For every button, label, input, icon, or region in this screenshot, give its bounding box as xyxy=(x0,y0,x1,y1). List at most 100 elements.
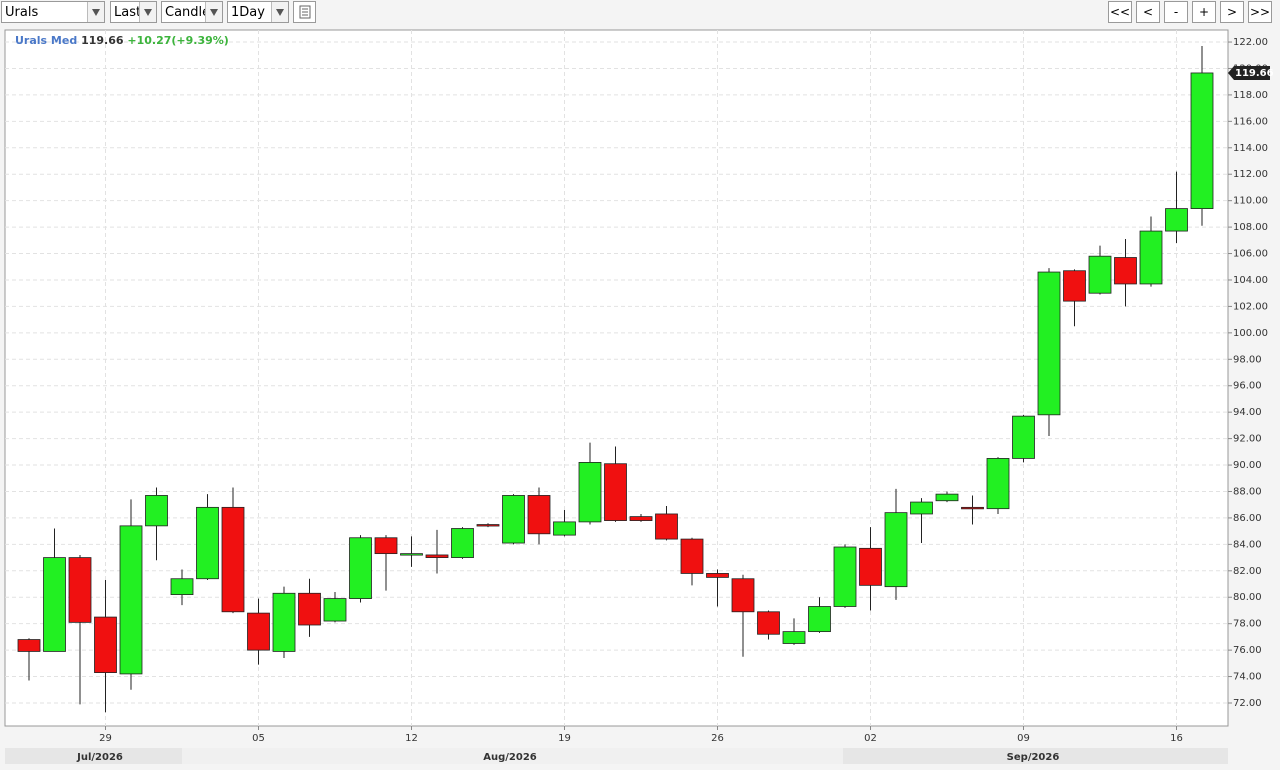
candle-body xyxy=(170,578,194,595)
candle-body xyxy=(247,612,270,651)
candle-body xyxy=(145,495,168,527)
y-tick-label: 114.00 xyxy=(1233,143,1268,154)
nav-button[interactable]: - xyxy=(1164,1,1188,23)
y-tick-label: 118.00 xyxy=(1233,90,1268,101)
settings-button[interactable] xyxy=(293,1,316,23)
nav-button[interactable]: + xyxy=(1192,1,1216,23)
icon xyxy=(299,5,310,19)
y-tick-label: 78.00 xyxy=(1233,619,1262,630)
y-tick-label: 110.00 xyxy=(1233,196,1268,207)
candle-body xyxy=(604,463,627,521)
month-label: Aug/2026 xyxy=(483,752,537,763)
candle-body xyxy=(859,547,882,586)
style: Candle xyxy=(165,5,211,20)
month-label: Jul/2026 xyxy=(76,752,123,763)
y-tick-label: 76.00 xyxy=(1233,645,1262,656)
candle-body xyxy=(119,525,143,675)
change: +10.27(+9.39%) xyxy=(127,34,228,47)
price-tag-bg xyxy=(1228,65,1270,80)
candle-body xyxy=(910,501,933,515)
month-band xyxy=(5,748,182,764)
nav-button[interactable]: > xyxy=(1220,1,1244,23)
candle-body xyxy=(833,546,857,607)
candle-body xyxy=(43,557,66,652)
nav-button[interactable]: << xyxy=(1108,1,1132,23)
candle-body xyxy=(451,528,474,558)
x-tick-label: 05 xyxy=(252,733,265,744)
interval-select[interactable]: 1Day xyxy=(227,1,289,23)
dropdown-arrow[interactable] xyxy=(271,2,288,22)
dropdown-arrow[interactable] xyxy=(139,2,156,22)
candle-body xyxy=(757,611,780,635)
y-tick-label: 72.00 xyxy=(1233,698,1262,709)
candle-body xyxy=(68,557,92,623)
y-tick-label: 84.00 xyxy=(1233,539,1262,550)
candle-body xyxy=(808,606,831,633)
candle-body xyxy=(986,458,1010,510)
series-name: Urals Med xyxy=(15,34,77,47)
y-tick-label: 108.00 xyxy=(1233,222,1268,233)
y-tick-label: 88.00 xyxy=(1233,486,1262,497)
candle-body xyxy=(349,537,372,599)
candle-body xyxy=(731,578,755,613)
candle-body xyxy=(1012,415,1035,459)
candle-body xyxy=(1088,255,1112,294)
candle-body xyxy=(1165,208,1188,232)
month-label: Sep/2026 xyxy=(1007,752,1060,763)
candle-body xyxy=(298,592,321,626)
candle-body xyxy=(578,462,602,523)
y-tick-label: 102.00 xyxy=(1233,301,1268,312)
interval: 1Day xyxy=(231,5,265,20)
y-tick-label: 90.00 xyxy=(1233,460,1262,471)
x-tick-label: 26 xyxy=(711,733,724,744)
axes: Jul/2026 Aug/2026 Sep/2026 72.00 74.00 76.00 7… xyxy=(5,37,1274,764)
candle-body xyxy=(706,573,729,578)
dropdown-arrow[interactable] xyxy=(205,2,222,22)
y-tick-label: 92.00 xyxy=(1233,434,1262,445)
y-tick-label: 80.00 xyxy=(1233,592,1262,603)
y-tick-label: 82.00 xyxy=(1233,566,1262,577)
x-tick-label: 29 xyxy=(99,733,112,744)
dropdown-arrow[interactable] xyxy=(87,2,104,22)
candle-body xyxy=(884,512,908,588)
candle-body xyxy=(425,554,449,558)
x-tick-label: 02 xyxy=(864,733,877,744)
y-tick-label: 96.00 xyxy=(1233,381,1262,392)
candle-body xyxy=(629,516,653,521)
field: Last xyxy=(114,5,142,20)
candle-body xyxy=(323,598,347,622)
month-band xyxy=(843,748,1228,764)
nav-button[interactable]: < xyxy=(1136,1,1160,23)
nav-button[interactable]: >> xyxy=(1248,1,1272,23)
y-tick-label: 94.00 xyxy=(1233,407,1262,418)
candle-body xyxy=(17,639,41,652)
candle-body xyxy=(553,521,576,536)
y-tick-label: 74.00 xyxy=(1233,672,1262,683)
candle-body xyxy=(374,537,398,555)
candle-body xyxy=(400,553,423,556)
candle-body xyxy=(221,506,245,613)
month-band xyxy=(182,748,843,764)
style-select[interactable]: Candle xyxy=(161,1,223,23)
candle-body xyxy=(1139,230,1163,285)
plot-area xyxy=(4,29,1229,727)
y-tick-label: 112.00 xyxy=(1233,169,1268,180)
y-tick-label: 106.00 xyxy=(1233,249,1268,260)
symbol-select[interactable]: Urals xyxy=(1,1,105,23)
candle-body xyxy=(1063,270,1086,302)
y-tick-label: 104.00 xyxy=(1233,275,1268,286)
symbol: Urals xyxy=(5,5,39,20)
x-tick-label: 12 xyxy=(405,733,418,744)
price-tag: 119.66 xyxy=(1235,68,1274,79)
field-select[interactable]: Last xyxy=(110,1,157,23)
candle-body xyxy=(94,616,117,673)
candle-body xyxy=(1190,72,1214,209)
candle-body xyxy=(272,592,296,652)
last-value: 119.66 xyxy=(81,34,124,47)
candle-body xyxy=(1037,271,1061,416)
x-tick-label: 09 xyxy=(1017,733,1030,744)
candles xyxy=(17,45,1214,713)
candle-body xyxy=(1114,257,1137,285)
candle-body xyxy=(782,631,806,644)
